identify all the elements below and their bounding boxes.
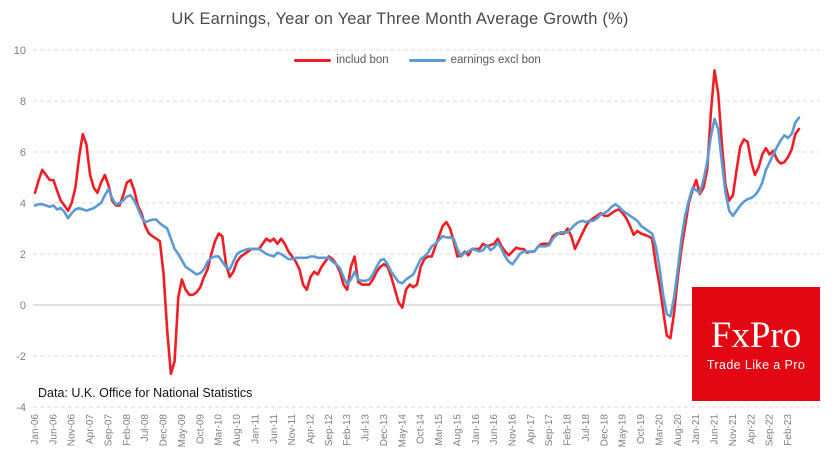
fxpro-tagline: Trade Like a Pro [706,357,806,372]
chart-title: UK Earnings, Year on Year Three Month Av… [171,10,629,28]
x-axis-tick-label: Jan-21 [691,414,702,445]
fxpro-logo: FxPro Trade Like a Pro [692,287,820,401]
x-axis-tick-label: May-09 [177,414,188,448]
x-axis-tick-label: Oct-19 [636,414,647,444]
y-axis-tick-label: 2 [20,249,26,261]
y-axis-tick-label: -2 [16,351,26,363]
x-axis-tick-label: Sep-12 [324,414,335,447]
x-axis-tick-label: May-19 [618,414,629,448]
x-axis-tick-label: Apr-22 [746,414,757,444]
x-axis-tick-label: Nov-11 [287,414,298,446]
legend-label-excl-bon: earnings excl bon [450,54,541,66]
x-axis-tick-label: Apr-07 [85,414,96,444]
x-axis-tick-label: Apr-17 [526,414,537,444]
x-axis-tick-label: Nov-06 [67,414,78,447]
x-axis-tick-label: Sep-22 [765,414,776,447]
x-axis-tick-label: Dec-13 [379,414,390,447]
x-axis-tick-label: Aug-20 [673,414,684,447]
x-axis-tick-label: Jun-06 [48,414,59,445]
x-axis-tick-label: Nov-16 [508,414,519,447]
y-axis-tick-label: 6 [20,147,26,159]
x-axis-tick-label: Nov-21 [728,414,739,447]
legend-swatch-excl-bon [408,58,446,62]
x-axis-tick-label: May-14 [397,414,408,448]
x-axis-tick-label: Feb-13 [342,414,353,446]
y-axis-tick-label: 8 [20,96,26,108]
fxpro-wordmark: FxPro [710,314,802,356]
series-line-includ-bon [33,69,801,376]
y-axis-tick-label: 0 [20,300,26,312]
x-axis-tick-label: Dec-18 [599,414,610,447]
legend-swatch-includ-bon [294,58,332,62]
x-axis-tick-label: Jul-13 [361,414,372,442]
x-axis-tick-label: Jan-11 [250,414,261,444]
x-axis-tick-label: Oct-14 [416,414,427,444]
x-axis-tick-label: Jul-08 [140,414,151,442]
series-line-excl-bon [33,116,801,318]
x-axis-tick-label: Dec-08 [159,414,170,447]
x-axis-tick-label: Feb-18 [563,414,574,446]
x-axis-tick-label: Jul-18 [581,414,592,442]
y-axis-tick-label: 10 [14,45,26,57]
y-axis-tick-label: 4 [20,198,26,210]
x-axis-tick-label: Aug-10 [232,414,243,447]
x-axis-tick-label: Apr-12 [305,414,316,444]
x-axis-tick-label: Mar-10 [214,414,225,446]
x-axis-tick-label: Sep-07 [103,414,114,447]
x-axis-tick-label: Sep-17 [544,414,555,447]
legend-item-includ-bon[interactable]: includ bon [294,54,389,66]
legend-label-includ-bon: includ bon [336,54,389,66]
x-axis-tick-label: Jan-06 [30,414,41,445]
x-axis-tick-label: Oct-09 [195,414,206,444]
x-axis-tick-label: Mar-15 [434,414,445,446]
x-axis-tick-label: Feb-23 [783,414,794,446]
y-axis-tick-label: -4 [16,402,26,414]
legend-item-excl-bon[interactable]: earnings excl bon [408,54,541,66]
x-axis-tick-label: Jun-11 [269,414,280,444]
x-axis-tick-label: Mar-20 [654,414,665,446]
x-axis-tick-label: Feb-08 [122,414,133,446]
x-axis-tick-label: Jun-21 [710,414,721,445]
x-axis-tick-label: Jan-16 [471,414,482,445]
data-source-note: Data: U.K. Office for National Statistic… [38,386,253,400]
chart-legend: includ bon earnings excl bon [0,54,835,66]
x-axis-tick-label: Aug-15 [452,414,463,447]
x-axis-tick-label: Jun-16 [489,414,500,445]
